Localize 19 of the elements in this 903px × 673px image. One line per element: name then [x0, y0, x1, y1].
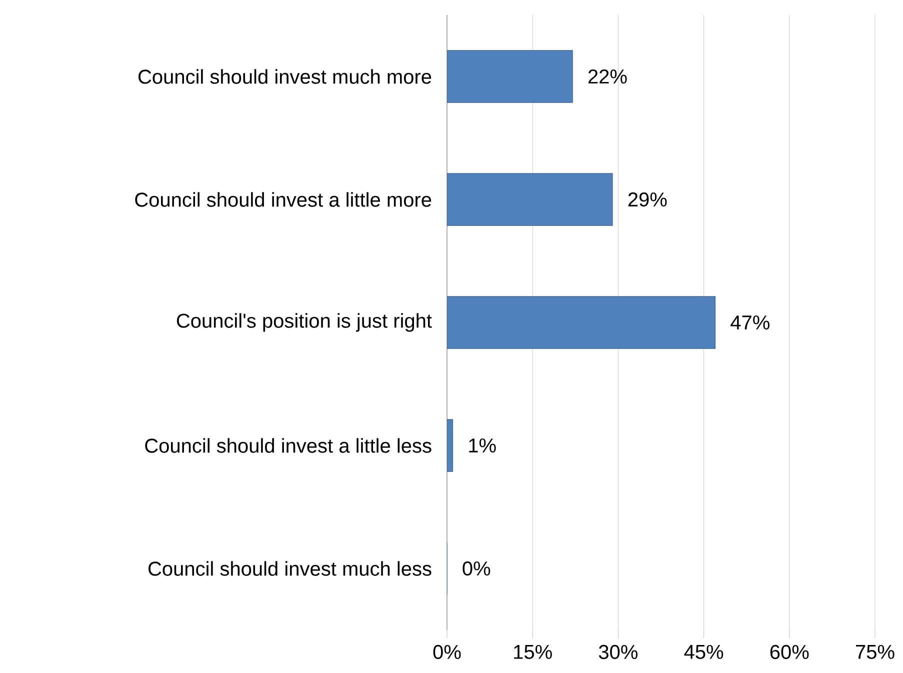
y-tick-label: Council should invest much less	[148, 561, 432, 576]
x-tick-label: 45%	[684, 644, 724, 659]
y-tick-label: Council should invest a little less	[145, 438, 432, 453]
data-label: 47%	[730, 316, 770, 330]
bar	[447, 50, 573, 103]
data-label: 0%	[462, 561, 490, 576]
data-label: 22%	[588, 69, 627, 84]
x-tick-label: 0%	[433, 644, 461, 660]
y-tick-label: Council should invest much more	[138, 69, 432, 84]
x-tick-label: 30%	[598, 644, 638, 660]
bar	[447, 296, 716, 349]
bar	[447, 173, 613, 226]
y-tick-label: Council's position is just right	[176, 313, 432, 332]
x-tick-label: 60%	[770, 644, 809, 660]
x-tick-label: 75%	[856, 644, 894, 659]
x-tick-label: 15%	[514, 644, 552, 659]
y-tick-label: Council should invest a little more	[135, 192, 432, 207]
data-label: 1%	[469, 438, 496, 452]
data-label: 29%	[628, 192, 667, 207]
